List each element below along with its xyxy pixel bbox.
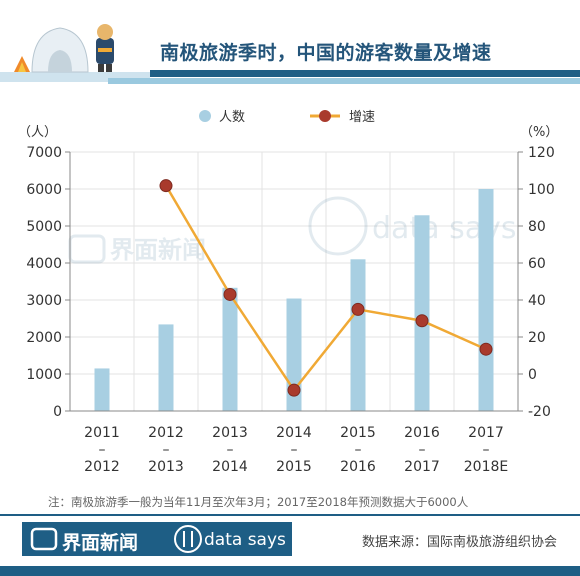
category-label: 2016 [340, 459, 376, 475]
left-tick-label: 4000 [26, 256, 62, 272]
header: 南极旅游季时，中国的游客数量及增速 [0, 0, 580, 86]
footer-logo-en: data says [204, 530, 286, 550]
left-tick-label: 5000 [26, 219, 62, 235]
legend: 人数 增速 [199, 110, 375, 125]
legend-line-marker [319, 110, 331, 122]
line-series [159, 179, 493, 397]
watermark-cn: 界面新闻 [110, 236, 206, 264]
bar [94, 368, 110, 411]
category-label: 2014 [276, 425, 312, 441]
bar [222, 287, 238, 411]
page-title: 南极旅游季时，中国的游客数量及增速 [160, 42, 492, 64]
category-label: – [291, 442, 298, 458]
category-label: 2018E [464, 459, 508, 475]
growth-point [159, 179, 173, 193]
right-tick-label: 20 [528, 330, 546, 346]
footer-logo [22, 522, 292, 556]
category-label: 2014 [212, 459, 248, 475]
title-underline-secondary [108, 78, 580, 84]
category-label: – [99, 442, 106, 458]
category-label: 2015 [276, 459, 312, 475]
category-label: 2011 [84, 425, 120, 441]
right-tick-label: 40 [528, 293, 546, 309]
axes: 0 1000 2000 3000 4000 5000 6000 7000 -20 0 20 40 60 8… [26, 145, 554, 475]
category-label: 2017 [404, 459, 440, 475]
category-label: – [419, 442, 426, 458]
growth-point [223, 287, 237, 301]
right-tick-label: 0 [528, 367, 537, 383]
right-tick-label: -20 [528, 404, 551, 420]
legend-line-label: 增速 [349, 110, 375, 125]
left-tick-label: 3000 [26, 293, 62, 309]
category-label: – [483, 442, 490, 458]
left-axis-unit: （人） [18, 125, 57, 140]
footnote: 注：南极旅游季一般为当年11月至次年3月；2017至2018年预测数据大于600… [48, 495, 469, 509]
category-label: – [163, 442, 170, 458]
visitor-chart: 界面新闻 data says 0100020003000400050006000… [18, 110, 558, 475]
brand-logo-icon [30, 527, 58, 551]
data-says-logo-icon [174, 525, 202, 553]
left-tick-label: 6000 [26, 182, 62, 198]
category-label: 2012 [148, 425, 184, 441]
category-label: 2015 [340, 425, 376, 441]
title-underline [150, 70, 580, 77]
watermark-en: data says [372, 211, 517, 246]
bar-series [94, 189, 494, 411]
growth-line [164, 185, 487, 393]
bar [350, 259, 366, 411]
growth-point [287, 383, 301, 397]
watermark: 界面新闻 data says [68, 196, 517, 264]
category-label: 2013 [212, 425, 248, 441]
legend-bar-swatch [199, 110, 211, 122]
right-axis-unit: （%） [520, 125, 558, 140]
category-label: 2013 [148, 459, 184, 475]
category-label: 2012 [84, 459, 120, 475]
legend-bar-label: 人数 [219, 110, 245, 125]
watermark-logo-icon [68, 234, 106, 264]
watermark-circle-icon [308, 196, 368, 256]
right-tick-label: 60 [528, 256, 546, 272]
left-tick-label: 0 [53, 404, 62, 420]
left-tick-label: 7000 [26, 145, 62, 161]
data-source: 数据来源：国际南极旅游组织协会 [362, 535, 558, 550]
bar [478, 189, 494, 411]
left-tick-label: 1000 [26, 367, 62, 383]
right-tick-label: 80 [528, 219, 546, 235]
category-label: 2016 [404, 425, 440, 441]
igloo-illustration-icon [0, 24, 150, 82]
footer-logo-cn: 界面新闻 [62, 532, 139, 554]
bar [414, 215, 430, 411]
category-label: – [355, 442, 362, 458]
left-tick-label: 2000 [26, 330, 62, 346]
right-tick-label: 120 [528, 145, 555, 161]
growth-point [479, 342, 493, 356]
right-tick-label: 100 [528, 182, 555, 198]
bar [158, 324, 174, 411]
bottom-strip [0, 566, 580, 576]
growth-point [351, 302, 365, 316]
category-label: 2017 [468, 425, 504, 441]
growth-point [415, 314, 429, 328]
category-label: – [227, 442, 234, 458]
